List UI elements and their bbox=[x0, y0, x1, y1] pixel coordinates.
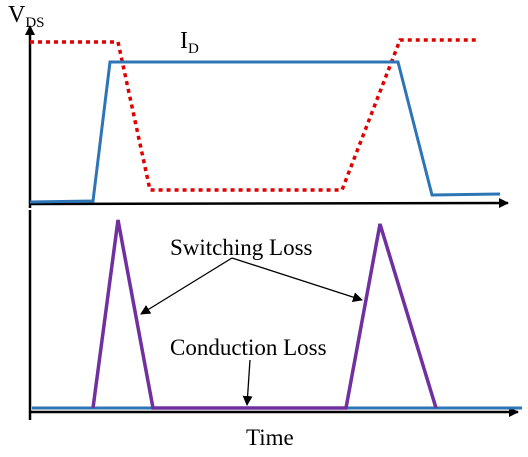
switching-loss-waveform bbox=[91, 219, 438, 410]
id-label-main: I bbox=[180, 28, 188, 54]
switching-loss-arrow-right bbox=[231, 257, 363, 302]
conduction-loss-label: Conduction Loss bbox=[170, 335, 327, 360]
vds-waveform bbox=[30, 38, 478, 192]
upper-x-axis bbox=[29, 198, 509, 209]
time-axis-label: Time bbox=[246, 425, 294, 450]
id-waveform bbox=[29, 60, 501, 204]
vds-label: VDS bbox=[8, 2, 45, 31]
switching-loss-label: Switching Loss bbox=[170, 235, 313, 260]
switching-loss-arrow-left bbox=[140, 257, 233, 315]
id-label-subscript: D bbox=[188, 41, 199, 57]
id-label: ID bbox=[180, 28, 199, 57]
conduction-loss-arrow bbox=[242, 359, 253, 406]
vds-label-main: V bbox=[8, 2, 26, 28]
vds-label-subscript: DS bbox=[25, 15, 45, 31]
